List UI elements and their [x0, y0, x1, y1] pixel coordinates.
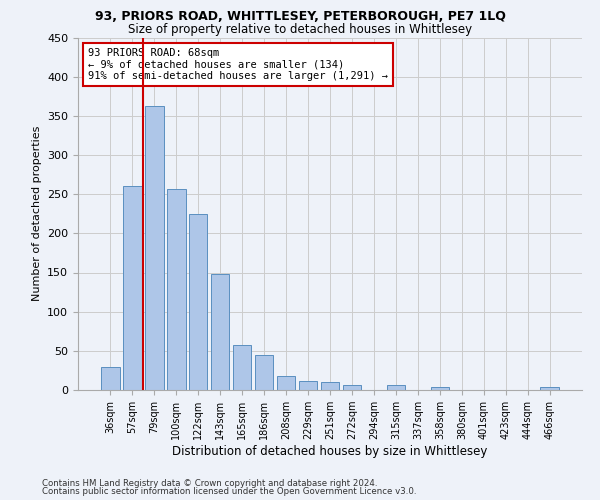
- Bar: [255, 355, 274, 390]
- Text: 93 PRIORS ROAD: 68sqm
← 9% of detached houses are smaller (134)
91% of semi-deta: 93 PRIORS ROAD: 68sqm ← 9% of detached h…: [88, 48, 388, 82]
- Text: Size of property relative to detached houses in Whittlesey: Size of property relative to detached ho…: [128, 22, 472, 36]
- Bar: [101, 366, 119, 390]
- Bar: [145, 106, 164, 390]
- Bar: [167, 188, 185, 390]
- Bar: [299, 382, 317, 390]
- Bar: [211, 274, 229, 390]
- X-axis label: Distribution of detached houses by size in Whittlesey: Distribution of detached houses by size …: [172, 445, 488, 458]
- Bar: [343, 384, 361, 390]
- Bar: [320, 382, 340, 390]
- Bar: [189, 214, 208, 390]
- Text: 93, PRIORS ROAD, WHITTLESEY, PETERBOROUGH, PE7 1LQ: 93, PRIORS ROAD, WHITTLESEY, PETERBOROUG…: [95, 10, 505, 23]
- Bar: [386, 386, 405, 390]
- Text: Contains public sector information licensed under the Open Government Licence v3: Contains public sector information licen…: [42, 487, 416, 496]
- Bar: [123, 186, 142, 390]
- Bar: [541, 387, 559, 390]
- Text: Contains HM Land Registry data © Crown copyright and database right 2024.: Contains HM Land Registry data © Crown c…: [42, 478, 377, 488]
- Bar: [233, 346, 251, 390]
- Y-axis label: Number of detached properties: Number of detached properties: [32, 126, 41, 302]
- Bar: [277, 376, 295, 390]
- Bar: [431, 387, 449, 390]
